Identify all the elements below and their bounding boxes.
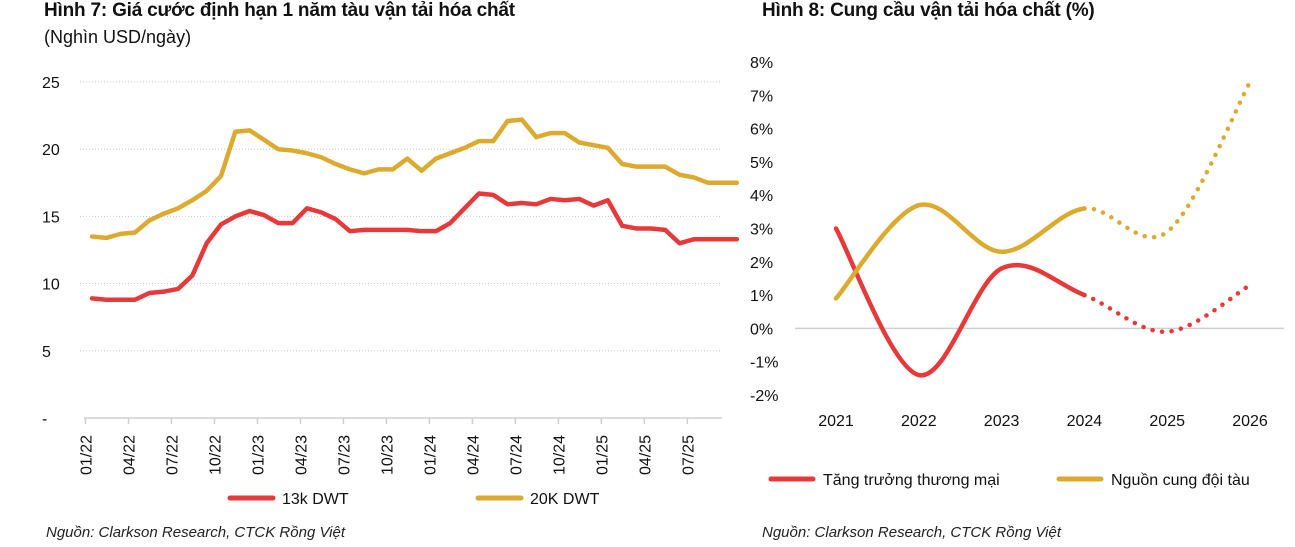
x-tick-label: 04/24 xyxy=(465,435,482,475)
x-tick-label: 01/23 xyxy=(250,435,267,475)
x-tick-label: 07/24 xyxy=(508,435,525,475)
series-actual-line xyxy=(833,202,1087,301)
x-tick-label: 2025 xyxy=(1149,413,1185,430)
x-tick-label: 10/24 xyxy=(551,435,568,475)
x-tick-label: 04/23 xyxy=(293,435,310,475)
x-tick-label: 2021 xyxy=(818,413,854,430)
y-tick-label: -1% xyxy=(750,355,778,372)
legend-label: Nguồn cung đội tàu xyxy=(1111,472,1250,489)
legend-label: Tăng trưởng thương mại xyxy=(823,472,1000,489)
y-tick-label: 6% xyxy=(750,122,773,139)
x-tick-label: 07/22 xyxy=(164,435,181,475)
figure8-title: Hình 8: Cung cầu vận tải hóa chất (%) xyxy=(762,0,1095,21)
figure8-source: Nguồn: Clarkson Research, CTCK Rồng Việt xyxy=(762,524,1062,541)
y-tick-label: 5% xyxy=(750,155,773,172)
y-tick-label: 4% xyxy=(750,188,773,205)
x-tick-label: 2023 xyxy=(984,413,1020,430)
series-line-13k-dwt xyxy=(89,191,740,302)
x-tick-label: 01/25 xyxy=(594,435,611,475)
series-actual-line xyxy=(833,226,1087,378)
series-forecast-line xyxy=(1082,79,1253,240)
x-tick-label: 04/25 xyxy=(637,435,654,475)
y-tick-label: 25 xyxy=(42,75,60,92)
y-tick-label: 5 xyxy=(42,344,51,361)
figure7-chart: - 5 10 15 20 25 01/22 04/22 07/22 10/22 01/23 04/23… xyxy=(42,75,740,508)
x-tick-label: 07/23 xyxy=(336,435,353,475)
x-tick-label: 04/22 xyxy=(121,435,138,475)
y-tick-label: 1% xyxy=(750,288,773,305)
y-tick-label: 8% xyxy=(750,55,773,72)
series-forecast-line xyxy=(1082,282,1253,334)
figure8-chart: -2% -1% 0% 1% 2% 3% 4% 5% 6% 7% 8% 2021 2022 2023 2024… xyxy=(750,55,1284,489)
y-tick-label: -2% xyxy=(750,388,778,405)
x-tick-label: 01/22 xyxy=(79,435,96,475)
y-tick-label: 20 xyxy=(42,142,60,159)
y-tick-label: 15 xyxy=(42,209,60,226)
x-tick-label: 2024 xyxy=(1067,413,1103,430)
y-tick-label: 7% xyxy=(750,88,773,105)
x-tick-label: 10/22 xyxy=(207,435,224,475)
figure7-source: Nguồn: Clarkson Research, CTCK Rồng Việt xyxy=(46,524,346,541)
x-tick-label: 10/23 xyxy=(379,435,396,475)
y-tick-label: 10 xyxy=(42,277,60,294)
x-tick-label: 2026 xyxy=(1232,413,1268,430)
x-tick-label: 01/24 xyxy=(422,435,439,475)
series-line-20k-dwt xyxy=(89,117,740,241)
x-tick-label: 2022 xyxy=(901,413,937,430)
y-tick-label: - xyxy=(42,411,47,428)
y-tick-label: 3% xyxy=(750,222,773,239)
figure7-unit-label: (Nghìn USD/ngày) xyxy=(44,27,192,47)
x-tick-label: 07/25 xyxy=(680,435,697,475)
y-tick-label: 0% xyxy=(750,321,773,338)
figure7-title: Hình 7: Giá cước định hạn 1 năm tàu vận … xyxy=(44,0,515,21)
y-tick-label: 2% xyxy=(750,255,773,272)
legend-label: 20K DWT xyxy=(530,491,600,508)
legend-label: 13k DWT xyxy=(282,491,349,508)
